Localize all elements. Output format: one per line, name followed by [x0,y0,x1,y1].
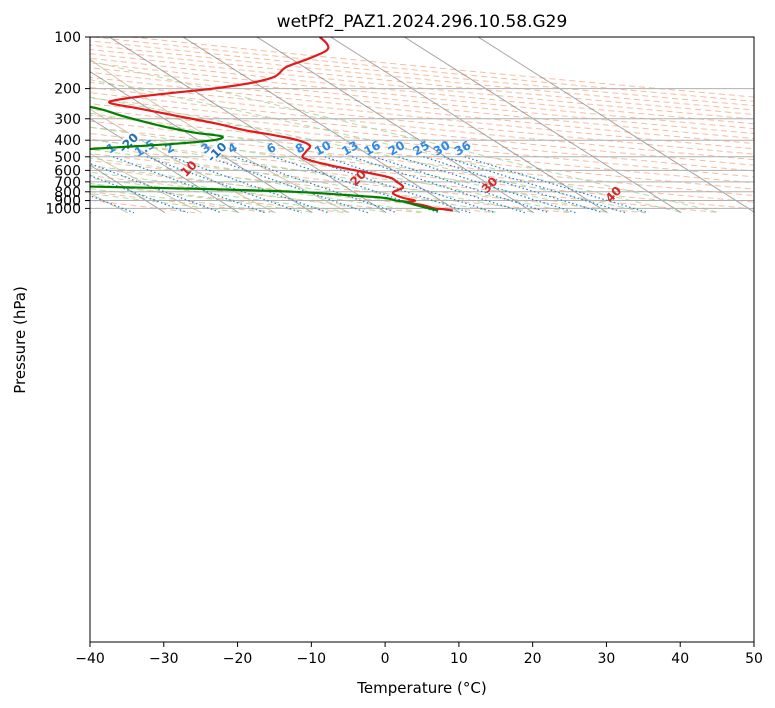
y-tick-label: 1000 [45,201,81,217]
dry-adiabat-line [90,76,754,145]
moist-adiabat-line [90,171,386,213]
mixing-ratio-line [464,156,649,214]
y-tick-label: 800 [54,185,81,201]
moist-adiabat-line [90,79,681,213]
dry-adiabat-line [90,62,754,130]
x-tick-label: 50 [745,651,763,667]
sounding-profiles [90,37,454,212]
mixing-ratio-line [423,156,604,214]
x-tick-label: 0 [381,651,390,667]
plot-area: 0.10.20.40.611.52346810131620253036-100-… [90,37,754,214]
moist-adiabat-line [90,148,496,213]
pressure-grid [90,37,754,209]
mixing-ratio-line [171,156,329,214]
dry-adiabat-line [90,86,754,155]
moist-adiabat-line [90,60,718,213]
chart-title: wetPf2_PAZ1.2024.296.10.58.G29 [277,12,568,32]
moist-adiabat-line [90,138,533,213]
moist-adiabat-line [90,96,644,213]
x-axis-title: Temperature (°C) [356,679,486,697]
isotherm-label-bg [202,138,230,165]
y-tick-label: 200 [54,82,81,98]
dry-adiabat-line [90,53,754,120]
mixing-ratio-line [324,156,496,214]
dry-adiabat-line [90,133,754,203]
moist-adiabat-line [90,165,423,213]
mixing-ratio-line [398,156,576,214]
y-tick-label: 600 [54,163,81,179]
mixing-ratio-line [374,156,550,214]
mixing-ratio-line [234,156,397,214]
moist-adiabat-line [90,177,349,213]
x-tick-label: −10 [297,651,327,667]
x-tick-label: 10 [450,651,468,667]
moist-adiabat-line [90,112,607,213]
temperature-profile [108,37,454,212]
y-tick-label: 400 [54,133,81,149]
mixing-ratio-line [351,156,526,214]
y-tick-label: 700 [54,175,81,191]
x-tick-label: −20 [223,651,253,667]
y-tick-label: 500 [54,150,81,166]
mixing-ratio-line [112,156,266,214]
y-tick-label: 900 [54,194,81,210]
dewpoint-profile [90,105,439,212]
mixing-ratio-line [90,174,189,214]
dry-adiabat-line [90,108,754,178]
y-tick-label: 100 [54,30,81,46]
dry-adiabat-line [90,57,754,125]
dry-adiabat-line [90,120,754,190]
y-tick-label: 300 [54,112,81,128]
dry-adiabat-line [90,81,754,150]
moist-adiabat-line [90,157,459,213]
x-tick-label: 40 [671,651,689,667]
mixing-ratio-line [207,156,368,214]
isotherm-label-bg [114,128,142,156]
x-tick-label: −30 [149,651,179,667]
axes: −40 −30 −20 −10 0 10 20 30 40 50 100 200 300 40050060… [45,30,763,667]
x-tick-label: 20 [524,651,542,667]
y-axis-title: Pressure (hPa) [11,286,29,394]
x-tick-label: −40 [75,651,105,667]
plot-frame [89,36,755,643]
x-tick-label: 30 [598,651,616,667]
